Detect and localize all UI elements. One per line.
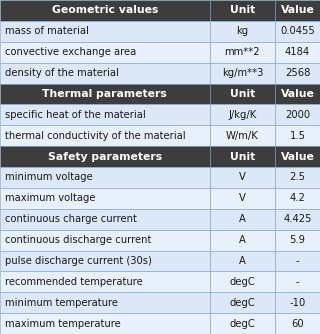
Bar [275, 0, 320, 21]
Bar [210, 209, 275, 230]
Bar [210, 292, 275, 313]
Text: 4.2: 4.2 [290, 193, 306, 203]
Bar [0, 63, 210, 84]
Text: continuous discharge current: continuous discharge current [5, 235, 151, 245]
Bar [210, 21, 275, 42]
Text: maximum voltage: maximum voltage [5, 193, 95, 203]
Text: recommended temperature: recommended temperature [5, 277, 142, 287]
Text: V: V [239, 172, 246, 182]
Bar [275, 313, 320, 334]
Bar [275, 63, 320, 84]
Text: 0.0455: 0.0455 [280, 26, 315, 36]
Text: -10: -10 [290, 298, 306, 308]
Bar [210, 84, 275, 104]
Text: Thermal parameters: Thermal parameters [43, 89, 167, 99]
Text: density of the material: density of the material [5, 68, 119, 78]
Bar [0, 146, 210, 167]
Bar [0, 167, 210, 188]
Text: maximum temperature: maximum temperature [5, 319, 121, 329]
Bar [210, 250, 275, 271]
Bar [275, 230, 320, 250]
Bar [0, 271, 210, 292]
Bar [210, 104, 275, 125]
Bar [0, 250, 210, 271]
Text: Safety parameters: Safety parameters [48, 152, 162, 162]
Bar [0, 209, 210, 230]
Text: degC: degC [229, 298, 255, 308]
Text: Value: Value [281, 152, 315, 162]
Bar [210, 125, 275, 146]
Text: minimum temperature: minimum temperature [5, 298, 118, 308]
Bar [0, 42, 210, 63]
Bar [275, 84, 320, 104]
Text: minimum voltage: minimum voltage [5, 172, 92, 182]
Text: 4184: 4184 [285, 47, 310, 57]
Text: Geometric values: Geometric values [52, 5, 158, 15]
Bar [210, 146, 275, 167]
Bar [210, 271, 275, 292]
Text: continuous charge current: continuous charge current [5, 214, 137, 224]
Text: kg/m**3: kg/m**3 [222, 68, 263, 78]
Bar [275, 167, 320, 188]
Bar [0, 104, 210, 125]
Bar [210, 63, 275, 84]
Text: A: A [239, 235, 246, 245]
Text: 2.5: 2.5 [290, 172, 306, 182]
Text: W/m/K: W/m/K [226, 131, 259, 141]
Text: pulse discharge current (30s): pulse discharge current (30s) [5, 256, 152, 266]
Text: J/kg/K: J/kg/K [228, 110, 257, 120]
Bar [210, 188, 275, 209]
Bar [275, 209, 320, 230]
Bar [0, 21, 210, 42]
Text: 1.5: 1.5 [290, 131, 306, 141]
Text: A: A [239, 214, 246, 224]
Text: 5.9: 5.9 [290, 235, 306, 245]
Text: degC: degC [229, 319, 255, 329]
Text: Unit: Unit [230, 152, 255, 162]
Bar [275, 21, 320, 42]
Text: 4.425: 4.425 [283, 214, 312, 224]
Text: -: - [296, 277, 300, 287]
Text: specific heat of the material: specific heat of the material [5, 110, 146, 120]
Bar [275, 146, 320, 167]
Text: kg: kg [236, 26, 248, 36]
Text: thermal conductivity of the material: thermal conductivity of the material [5, 131, 185, 141]
Bar [275, 250, 320, 271]
Text: mass of material: mass of material [5, 26, 89, 36]
Bar [0, 313, 210, 334]
Bar [210, 167, 275, 188]
Text: degC: degC [229, 277, 255, 287]
Bar [210, 313, 275, 334]
Bar [0, 188, 210, 209]
Bar [210, 0, 275, 21]
Bar [0, 125, 210, 146]
Text: Value: Value [281, 5, 315, 15]
Text: Value: Value [281, 89, 315, 99]
Text: convective exchange area: convective exchange area [5, 47, 136, 57]
Text: 2000: 2000 [285, 110, 310, 120]
Bar [275, 188, 320, 209]
Text: A: A [239, 256, 246, 266]
Bar [0, 292, 210, 313]
Text: V: V [239, 193, 246, 203]
Text: -: - [296, 256, 300, 266]
Bar [0, 84, 210, 104]
Bar [275, 292, 320, 313]
Bar [0, 0, 210, 21]
Bar [275, 104, 320, 125]
Text: 60: 60 [291, 319, 304, 329]
Text: Unit: Unit [230, 89, 255, 99]
Text: mm**2: mm**2 [225, 47, 260, 57]
Bar [210, 42, 275, 63]
Bar [0, 230, 210, 250]
Text: Unit: Unit [230, 5, 255, 15]
Bar [210, 230, 275, 250]
Bar [275, 42, 320, 63]
Text: 2568: 2568 [285, 68, 310, 78]
Bar [275, 125, 320, 146]
Bar [275, 271, 320, 292]
